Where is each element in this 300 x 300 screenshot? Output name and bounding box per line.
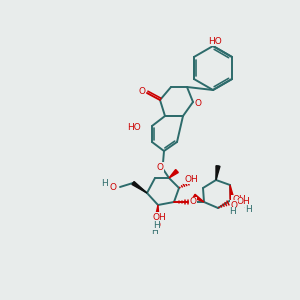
Text: H: H <box>246 205 252 214</box>
Text: H: H <box>102 179 108 188</box>
Text: O: O <box>230 200 238 209</box>
Polygon shape <box>169 169 178 178</box>
Text: OH: OH <box>236 197 250 206</box>
Text: H: H <box>243 200 249 209</box>
Text: OH: OH <box>232 196 246 205</box>
Text: OH: OH <box>152 212 166 221</box>
Text: O: O <box>154 220 160 230</box>
Text: OH: OH <box>184 175 198 184</box>
Text: O: O <box>110 182 116 191</box>
Text: O: O <box>157 163 164 172</box>
Polygon shape <box>216 166 220 180</box>
Polygon shape <box>132 182 147 193</box>
Text: H: H <box>153 220 159 230</box>
Polygon shape <box>155 205 159 219</box>
Text: H: H <box>229 208 236 217</box>
Polygon shape <box>193 194 204 202</box>
Text: H: H <box>151 227 158 236</box>
Text: HO: HO <box>127 122 141 131</box>
Text: O: O <box>139 86 145 95</box>
Text: O: O <box>194 98 202 107</box>
Text: HO: HO <box>208 37 222 46</box>
Text: O: O <box>190 197 196 206</box>
Polygon shape <box>230 185 234 199</box>
